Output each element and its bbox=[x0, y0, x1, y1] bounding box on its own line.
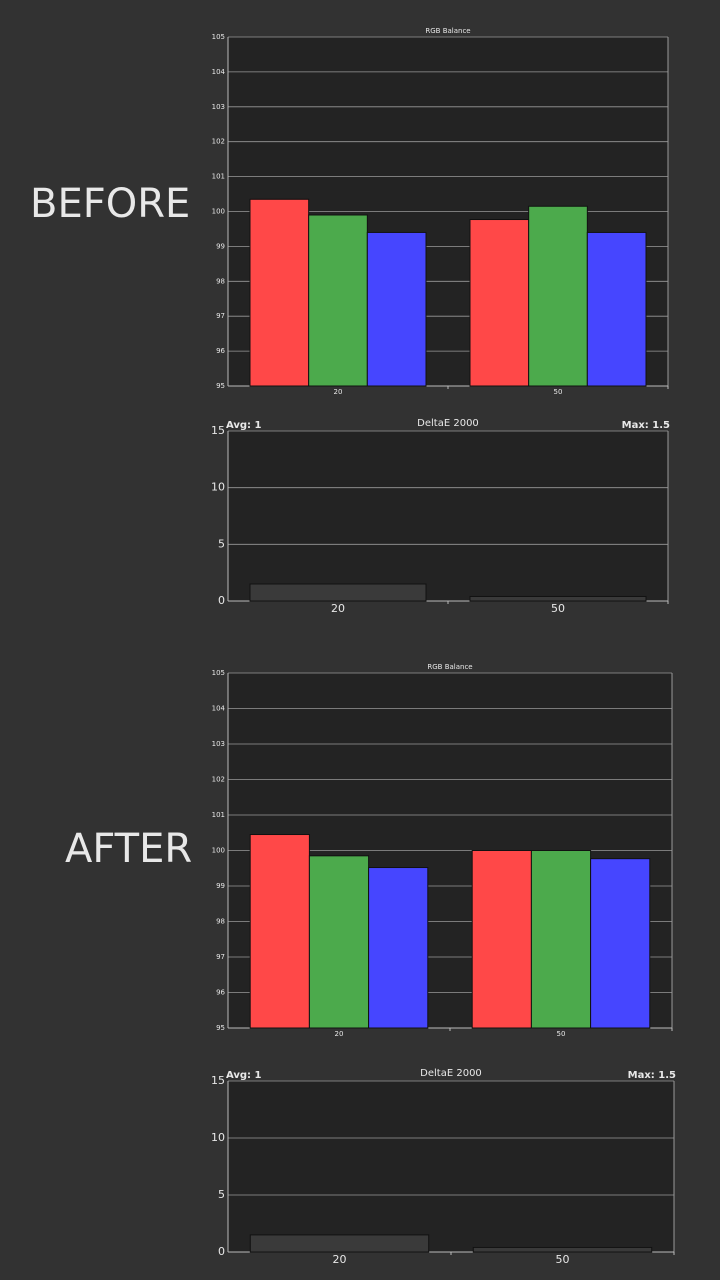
section-label: AFTER bbox=[65, 826, 192, 872]
y-tick-label: 98 bbox=[216, 918, 225, 926]
y-tick-label: 5 bbox=[218, 537, 225, 550]
y-tick-label: 105 bbox=[212, 669, 225, 677]
x-tick-label: 20 bbox=[333, 1253, 347, 1266]
bar bbox=[472, 1246, 653, 1253]
plot-area bbox=[228, 1081, 674, 1252]
x-tick-label: 50 bbox=[557, 1030, 566, 1038]
y-tick-label: 99 bbox=[216, 242, 225, 250]
bar bbox=[469, 219, 530, 387]
bar bbox=[249, 198, 310, 387]
y-tick-label: 95 bbox=[216, 1024, 225, 1032]
bar bbox=[308, 214, 368, 387]
bar bbox=[528, 205, 588, 387]
y-tick-label: 101 bbox=[212, 811, 225, 819]
y-tick-label: 102 bbox=[212, 138, 225, 146]
y-tick-label: 104 bbox=[212, 705, 226, 713]
y-tick-label: 10 bbox=[211, 1131, 225, 1144]
y-tick-label: 97 bbox=[216, 312, 225, 320]
annotation: Max: 1.5 bbox=[628, 1070, 676, 1081]
chart-title: DeltaE 2000 bbox=[417, 418, 479, 429]
chart-title: RGB Balance bbox=[425, 27, 470, 35]
annotation: Avg: 1 bbox=[226, 1070, 262, 1081]
annotation: Max: 1.5 bbox=[622, 420, 670, 431]
annotation: Avg: 1 bbox=[226, 420, 262, 431]
chart-title: DeltaE 2000 bbox=[420, 1068, 482, 1079]
y-tick-label: 105 bbox=[212, 33, 225, 41]
y-tick-label: 103 bbox=[212, 740, 225, 748]
bar bbox=[586, 231, 647, 387]
y-tick-label: 103 bbox=[212, 103, 225, 111]
y-tick-label: 96 bbox=[216, 989, 225, 997]
y-tick-label: 97 bbox=[216, 953, 225, 961]
y-tick-label: 15 bbox=[211, 424, 225, 437]
bar bbox=[590, 858, 651, 1029]
y-tick-label: 100 bbox=[212, 847, 225, 855]
bar bbox=[471, 850, 532, 1029]
y-tick-label: 96 bbox=[216, 347, 225, 355]
bar bbox=[249, 583, 427, 602]
y-tick-label: 0 bbox=[218, 594, 225, 607]
x-tick-label: 20 bbox=[335, 1030, 344, 1038]
y-tick-label: 10 bbox=[211, 481, 225, 494]
x-tick-label: 50 bbox=[556, 1253, 570, 1266]
bar bbox=[530, 850, 592, 1029]
bar bbox=[366, 231, 427, 387]
y-tick-label: 95 bbox=[216, 382, 225, 390]
x-tick-label: 50 bbox=[554, 388, 563, 396]
x-tick-label: 20 bbox=[331, 602, 345, 615]
y-tick-label: 100 bbox=[212, 208, 225, 216]
y-tick-label: 0 bbox=[218, 1245, 225, 1258]
x-tick-label: 50 bbox=[551, 602, 565, 615]
section-label: BEFORE bbox=[30, 181, 190, 227]
bar bbox=[308, 855, 370, 1029]
bar bbox=[469, 595, 647, 602]
y-tick-label: 102 bbox=[212, 776, 225, 784]
bar bbox=[249, 834, 310, 1029]
x-tick-label: 20 bbox=[334, 388, 343, 396]
bar bbox=[368, 867, 429, 1029]
chart-title: RGB Balance bbox=[427, 663, 472, 671]
y-tick-label: 99 bbox=[216, 882, 225, 890]
y-tick-label: 5 bbox=[218, 1188, 225, 1201]
y-tick-label: 15 bbox=[211, 1074, 225, 1087]
plot-area bbox=[228, 431, 668, 601]
y-tick-label: 98 bbox=[216, 277, 225, 285]
y-tick-label: 104 bbox=[212, 68, 226, 76]
bar bbox=[249, 1234, 430, 1253]
y-tick-label: 101 bbox=[212, 173, 225, 181]
